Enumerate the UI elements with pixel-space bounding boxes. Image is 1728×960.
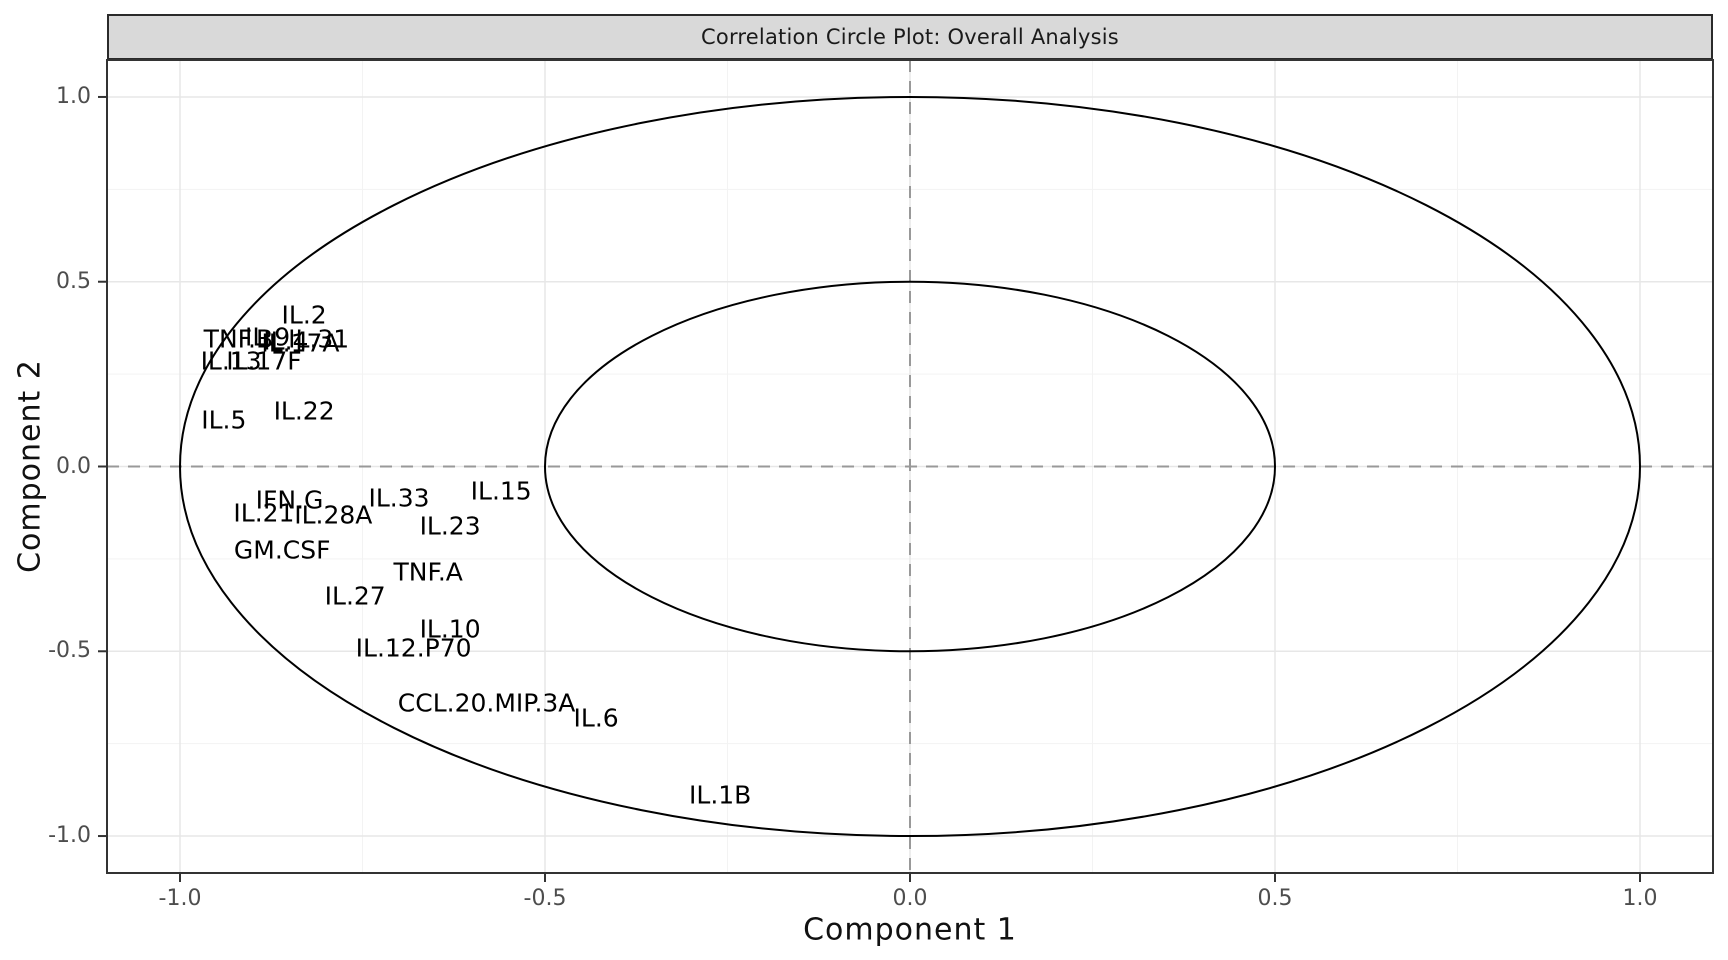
plot-title-strip: Correlation Circle Plot: Overall Analysi… bbox=[107, 14, 1713, 60]
correlation-circle-outer bbox=[179, 95, 1641, 838]
x-axis-title: Component 1 bbox=[803, 912, 1017, 948]
correlation-circle-inner bbox=[544, 280, 1276, 653]
y-axis-title: Component 2 bbox=[12, 359, 48, 573]
plot-title: Correlation Circle Plot: Overall Analysi… bbox=[701, 25, 1119, 49]
